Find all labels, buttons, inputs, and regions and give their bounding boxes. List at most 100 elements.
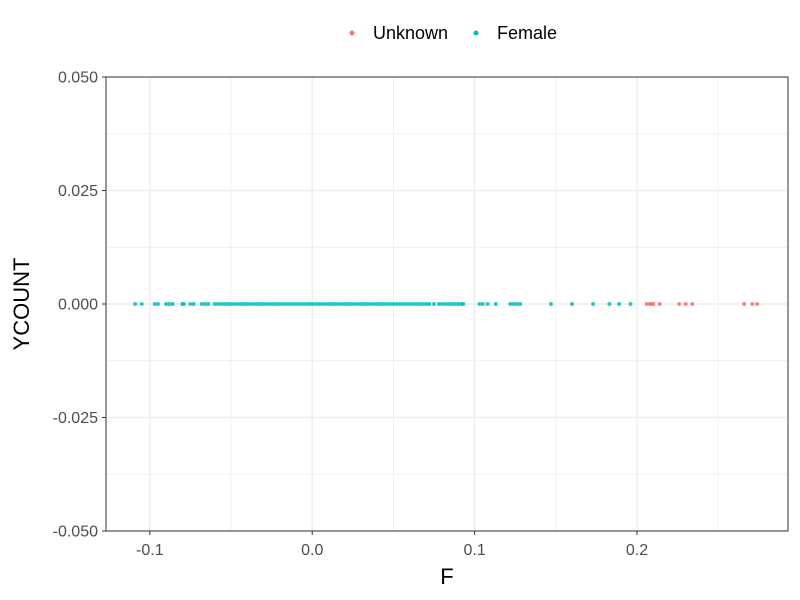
point-female [514,302,519,306]
point-female [446,302,451,306]
point-female [485,302,490,306]
point-female [339,302,344,306]
point-female [432,302,437,306]
y-axis-title: YCOUNT [9,258,34,351]
point-female [216,302,221,306]
point-female [362,302,367,306]
point-female [238,302,243,306]
point-unknown [651,302,656,306]
data-points [133,302,760,306]
point-female [264,302,269,306]
point-unknown [644,302,649,306]
point-female [306,302,311,306]
y-tick-label: -0.050 [53,524,98,541]
point-female [407,302,412,306]
point-female [511,302,516,306]
point-female [423,302,428,306]
point-female [358,302,363,306]
y-axis: -0.050 -0.025 0.000 0.025 0.050 [53,70,106,541]
point-unknown [755,302,760,306]
point-female [251,302,256,306]
point-unknown [742,302,747,306]
point-unknown [657,302,662,306]
point-female [345,302,350,306]
point-female [280,302,285,306]
point-female [133,302,138,306]
point-unknown [750,302,755,306]
x-tick-label: 0.2 [626,542,648,559]
point-female [235,302,240,306]
point-female [332,302,337,306]
point-female [414,302,419,306]
legend-marker-female [473,30,479,36]
point-female [384,302,389,306]
point-female [352,302,357,306]
point-female [410,302,415,306]
point-female [203,302,208,306]
point-female [219,302,224,306]
x-tick-label: 0.0 [301,542,323,559]
point-female [391,302,396,306]
point-female [242,302,247,306]
point-female [461,302,466,306]
point-female [617,302,622,306]
point-female [493,302,498,306]
point-female [323,302,328,306]
point-female [206,302,211,306]
point-female [284,302,289,306]
point-female [477,302,482,306]
point-female [155,302,160,306]
point-female [394,302,399,306]
point-female [232,302,237,306]
point-female [248,302,253,306]
y-tick-label: 0.025 [58,183,98,200]
point-female [397,302,402,306]
point-female [274,302,279,306]
point-female [152,302,157,306]
point-female [443,302,448,306]
point-female [548,302,553,306]
legend-label-female: Female [497,23,557,43]
point-female [453,302,458,306]
point-female [199,302,204,306]
point-female [310,302,315,306]
point-female [427,302,432,306]
point-female [261,302,266,306]
point-unknown [690,302,695,306]
point-female [371,302,376,306]
point-female [258,302,263,306]
point-unknown [683,302,688,306]
point-female [508,302,513,306]
point-female [268,302,273,306]
x-tick-label: 0.1 [463,542,485,559]
point-female [297,302,302,306]
point-female [170,302,175,306]
point-female [271,302,276,306]
point-female [375,302,380,306]
point-unknown [677,302,682,306]
point-female [316,302,321,306]
point-female [440,302,445,306]
point-female [420,302,425,306]
point-female [222,302,227,306]
point-female [191,302,196,306]
point-female [290,302,295,306]
point-female [300,302,305,306]
point-female [303,302,308,306]
point-female [417,302,422,306]
point-female [164,302,169,306]
point-female [225,302,230,306]
point-female [456,302,461,306]
point-female [287,302,292,306]
point-female [378,302,383,306]
point-female [167,302,172,306]
point-female [518,302,523,306]
point-female [349,302,354,306]
point-female [293,302,298,306]
point-female [229,302,234,306]
point-female [342,302,347,306]
point-female [326,302,331,306]
point-female [607,302,612,306]
